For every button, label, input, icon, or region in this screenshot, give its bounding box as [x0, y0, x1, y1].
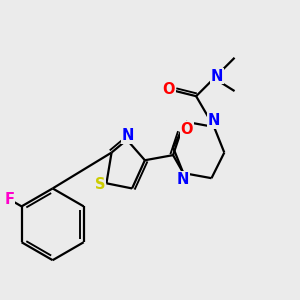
Text: O: O [163, 82, 175, 97]
Text: S: S [95, 177, 106, 192]
Text: O: O [181, 122, 193, 137]
Text: N: N [210, 69, 223, 84]
Text: N: N [177, 172, 190, 187]
Text: N: N [208, 113, 220, 128]
Text: N: N [122, 128, 134, 143]
Text: F: F [4, 192, 14, 207]
